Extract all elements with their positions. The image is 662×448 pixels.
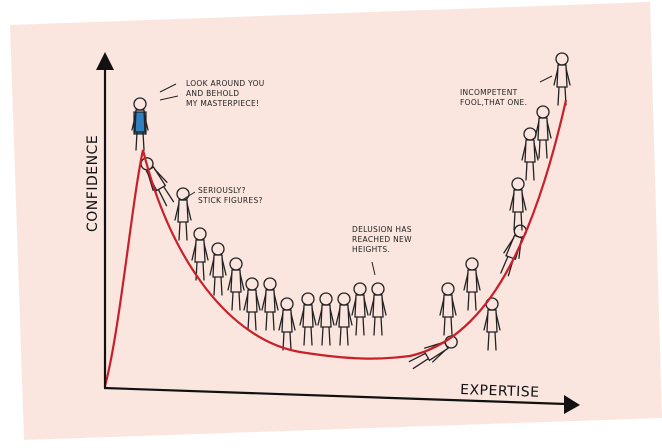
y-axis-label: CONFIDENCE <box>85 135 101 232</box>
page: {"axes": {"y_label": "CONFIDENCE", "x_la… <box>0 0 662 448</box>
illustration: CONFIDENCE EXPERTISE LOOK AROUND YOU AND… <box>0 0 662 448</box>
x-axis-label: EXPERTISE <box>460 382 540 401</box>
body: CONFIDENCE EXPERTISE LOOK AROUND YOU AND… <box>0 0 662 448</box>
caption: INCOMPETENT FOOL,THAT ONE. <box>460 88 527 107</box>
